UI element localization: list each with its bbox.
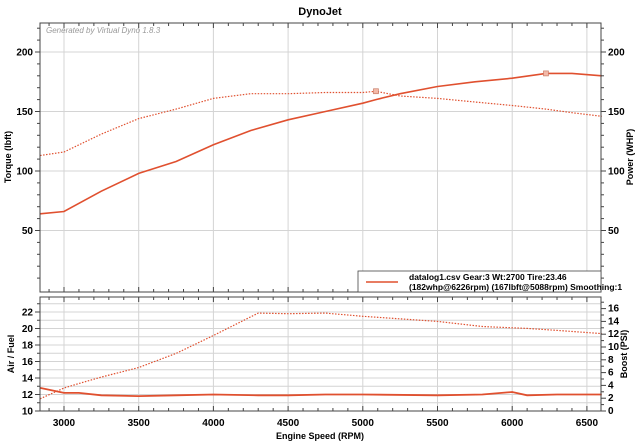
watermark: Generated by Virtual Dyno 1.8.3 <box>46 26 161 35</box>
boost-tick: 14 <box>608 316 620 327</box>
power-axis-label: Power (WHP) <box>625 129 635 186</box>
boost-tick: 6 <box>608 368 614 379</box>
boost-tick: 4 <box>608 380 614 391</box>
power-tick: 150 <box>608 107 625 118</box>
boost-axis-label: Boost (PSI) <box>619 330 629 379</box>
torque-tick: 100 <box>16 167 33 178</box>
afr-tick: 22 <box>22 308 34 319</box>
power-tick: 50 <box>608 226 620 237</box>
rpm-tick: 3500 <box>128 418 151 429</box>
afr-tick: 20 <box>22 324 34 335</box>
rpm-tick: 3000 <box>53 418 76 429</box>
legend-line-1: datalog1.csv Gear:3 Wt:2700 Tire:23.46 <box>409 272 567 282</box>
rpm-tick: 5500 <box>426 418 449 429</box>
boost-tick: 2 <box>608 393 614 404</box>
chart-title: DynoJet <box>298 6 342 18</box>
rpm-axis-label: Engine Speed (RPM) <box>276 431 364 441</box>
boost-tick: 16 <box>608 304 620 315</box>
afr-tick: 10 <box>22 407 34 418</box>
peak-power-marker <box>543 70 549 77</box>
boost-tick: 0 <box>608 406 614 417</box>
afr-series <box>39 387 602 398</box>
boost-tick: 10 <box>608 342 620 353</box>
upper-frame <box>39 22 602 293</box>
peak-torque-marker <box>373 88 379 95</box>
torque-tick: 200 <box>16 48 33 59</box>
legend: datalog1.csv Gear:3 Wt:2700 Tire:23.46 (… <box>357 270 622 293</box>
power-tick: 100 <box>608 167 625 178</box>
rpm-tick: 5000 <box>352 418 375 429</box>
rpm-tick: 6500 <box>576 418 599 429</box>
rpm-tick: 4500 <box>277 418 300 429</box>
torque-tick: 150 <box>16 107 33 118</box>
afr-tick: 12 <box>22 390 34 401</box>
afr-axis-label: Air / Fuel <box>6 335 16 374</box>
torque-axis-label: Torque (lbft) <box>3 131 13 183</box>
boost-tick: 12 <box>608 329 620 340</box>
rpm-tick: 6000 <box>501 418 524 429</box>
upper-grid <box>40 23 601 292</box>
power-series <box>40 72 602 215</box>
rpm-tick: 4000 <box>202 418 225 429</box>
torque-series <box>40 90 602 157</box>
lower-panel: 22 20 18 16 14 12 10 Air / Fuel 16 14 12… <box>6 296 629 441</box>
lower-frame <box>39 296 602 412</box>
afr-tick: 16 <box>22 357 34 368</box>
afr-tick: 18 <box>22 341 34 352</box>
torque-tick: 50 <box>22 226 34 237</box>
boost-series <box>39 312 602 400</box>
boost-tick: 8 <box>608 355 614 366</box>
afr-tick: 14 <box>22 374 34 385</box>
upper-panel: Generated by Virtual Dyno 1.8.3 200 150 … <box>3 22 635 293</box>
power-tick: 200 <box>608 48 625 59</box>
legend-line-2: (182whp@6226rpm) (167lbft@5088rpm) Smoot… <box>409 282 622 292</box>
